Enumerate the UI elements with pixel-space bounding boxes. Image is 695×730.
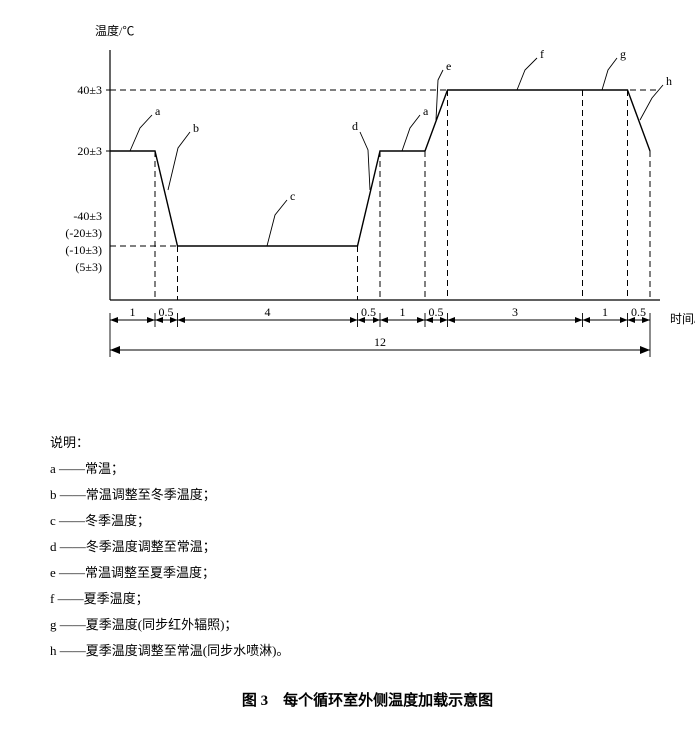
legend-block: 说明： a ——常温； b ——常温调整至冬季温度； c ——冬季温度； d —…	[50, 430, 695, 664]
label-d: d	[352, 119, 358, 133]
svg-text:12: 12	[374, 335, 386, 349]
svg-text:1: 1	[602, 305, 608, 319]
ytick-n40: -40±3	[73, 209, 102, 223]
label-a: a	[155, 104, 161, 118]
x-axis-label: 时间/h	[670, 312, 695, 326]
ytick-20: 20±3	[77, 144, 102, 158]
svg-text:1: 1	[130, 305, 136, 319]
legend-item: a ——常温；	[50, 456, 695, 482]
legend-item: c ——冬季温度；	[50, 508, 695, 534]
svg-text:0.5: 0.5	[361, 305, 376, 319]
ytick-40: 40±3	[77, 83, 102, 97]
svg-text:0.5: 0.5	[631, 305, 646, 319]
legend-item: h ——夏季温度调整至常温(同步水喷淋)。	[50, 638, 695, 664]
ytick-n20: (-20±3)	[65, 226, 102, 240]
legend-item: g ——夏季温度(同步红外辐照)；	[50, 612, 695, 638]
legend-item: e ——常温调整至夏季温度；	[50, 560, 695, 586]
x-dimension-segments: 1 0.5 4 0.5 1 0.5 3 1 0.5	[110, 305, 650, 327]
legend-item: d ——冬季温度调整至常温；	[50, 534, 695, 560]
label-b: b	[193, 121, 199, 135]
legend-item: b ——常温调整至冬季温度；	[50, 482, 695, 508]
label-f: f	[540, 47, 544, 61]
svg-text:4: 4	[265, 305, 271, 319]
ytick-n10: (-10±3)	[65, 243, 102, 257]
svg-text:0.5: 0.5	[159, 305, 174, 319]
legend-title: 说明：	[50, 430, 695, 456]
label-a2: a	[423, 104, 429, 118]
label-g: g	[620, 47, 626, 61]
label-h: h	[666, 74, 672, 88]
legend-item: f ——夏季温度；	[50, 586, 695, 612]
label-e: e	[446, 59, 451, 73]
temperature-profile-chart: 温度/℃ 40±3 20±3 -40±3 (-20±3) (-10±3) (5±…	[20, 20, 695, 400]
x-dimension-total: 12	[110, 327, 650, 357]
svg-text:1: 1	[400, 305, 406, 319]
label-c: c	[290, 189, 295, 203]
svg-text:3: 3	[512, 305, 518, 319]
y-axis-label: 温度/℃	[95, 23, 134, 38]
svg-text:0.5: 0.5	[429, 305, 444, 319]
page-root: 温度/℃ 40±3 20±3 -40±3 (-20±3) (-10±3) (5±…	[20, 20, 695, 710]
figure-caption: 图 3 每个循环室外侧温度加载示意图	[20, 689, 695, 710]
ytick-5: (5±3)	[75, 260, 102, 274]
